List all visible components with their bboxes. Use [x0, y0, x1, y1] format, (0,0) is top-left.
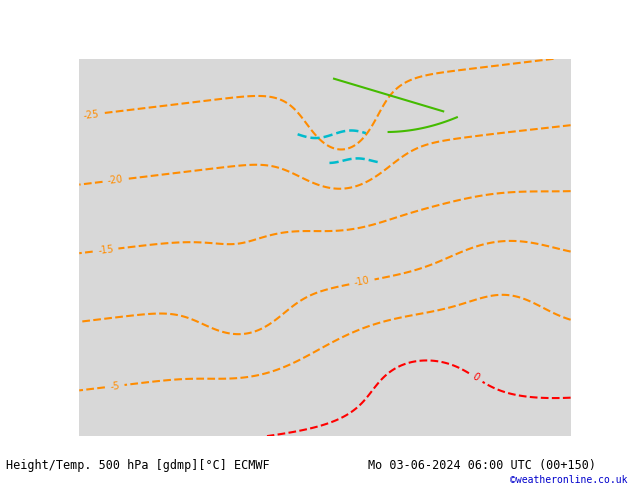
Text: -10: -10	[353, 275, 371, 288]
Text: -25: -25	[82, 109, 100, 121]
Text: Height/Temp. 500 hPa [gdmp][°C] ECMWF: Height/Temp. 500 hPa [gdmp][°C] ECMWF	[6, 459, 270, 472]
Text: ©weatheronline.co.uk: ©weatheronline.co.uk	[510, 475, 628, 485]
Text: -5: -5	[109, 381, 120, 392]
Text: Mo 03-06-2024 06:00 UTC (00+150): Mo 03-06-2024 06:00 UTC (00+150)	[368, 459, 596, 472]
Text: 0: 0	[470, 371, 481, 383]
Text: -20: -20	[107, 174, 124, 186]
Text: -15: -15	[97, 244, 114, 256]
